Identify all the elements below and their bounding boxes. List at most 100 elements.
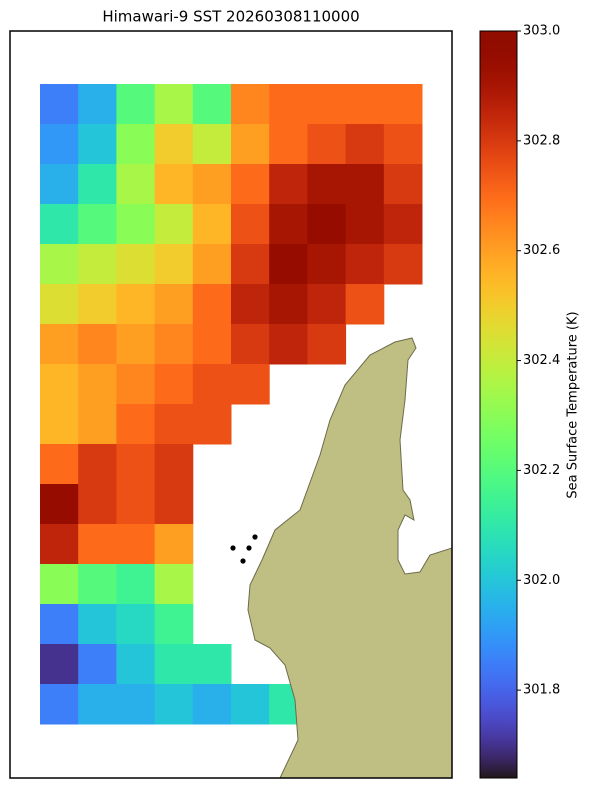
cell bbox=[192, 84, 232, 125]
station-dot bbox=[252, 534, 258, 540]
cell bbox=[40, 324, 79, 365]
cell bbox=[345, 204, 385, 245]
cell bbox=[40, 164, 79, 205]
cell bbox=[383, 244, 423, 285]
colorbar bbox=[479, 30, 518, 779]
cell bbox=[116, 404, 156, 445]
cell bbox=[231, 164, 270, 205]
cell bbox=[154, 324, 194, 365]
cell bbox=[231, 204, 270, 245]
cell bbox=[192, 244, 232, 285]
cell bbox=[116, 244, 156, 285]
cell bbox=[307, 124, 347, 165]
cell bbox=[40, 244, 79, 285]
cell bbox=[231, 324, 270, 365]
cell bbox=[78, 564, 117, 605]
map-frame bbox=[9, 30, 453, 779]
cell bbox=[40, 444, 79, 485]
cell bbox=[78, 324, 117, 365]
cell bbox=[78, 284, 117, 325]
cell bbox=[231, 364, 270, 405]
cell bbox=[116, 604, 156, 645]
cell bbox=[192, 644, 232, 685]
cell bbox=[192, 684, 232, 725]
colorbar-tick-label: 302.4 bbox=[523, 353, 560, 368]
colorbar-tick-label: 301.8 bbox=[523, 683, 560, 698]
cell bbox=[269, 324, 308, 365]
cell bbox=[116, 284, 156, 325]
cell bbox=[192, 404, 232, 445]
cell bbox=[231, 124, 270, 165]
cell bbox=[78, 164, 117, 205]
cell bbox=[40, 364, 79, 405]
cell bbox=[116, 324, 156, 365]
station-dot bbox=[230, 545, 236, 551]
cell bbox=[78, 84, 117, 125]
cell bbox=[40, 204, 79, 245]
cell bbox=[154, 644, 194, 685]
cell bbox=[78, 484, 117, 525]
cell bbox=[383, 204, 423, 245]
cell bbox=[116, 684, 156, 725]
land bbox=[247, 337, 453, 779]
cell bbox=[154, 84, 194, 125]
cell bbox=[154, 604, 194, 645]
cell bbox=[345, 124, 385, 165]
cell bbox=[307, 324, 347, 365]
colorbar-tick-label: 302.8 bbox=[523, 133, 560, 148]
cell bbox=[269, 124, 308, 165]
cell bbox=[40, 84, 79, 125]
cell bbox=[40, 684, 79, 725]
cell bbox=[345, 284, 385, 325]
cell bbox=[383, 84, 423, 125]
colorbar-tick-label: 302.6 bbox=[523, 243, 560, 258]
cell bbox=[269, 164, 308, 205]
cell bbox=[116, 444, 156, 485]
station-dot bbox=[240, 558, 246, 564]
cell bbox=[192, 164, 232, 205]
cell bbox=[78, 244, 117, 285]
cell bbox=[154, 244, 194, 285]
cell bbox=[154, 164, 194, 205]
station-dot bbox=[246, 545, 252, 551]
cell bbox=[345, 164, 385, 205]
colorbar-tick-label: 302.2 bbox=[523, 463, 560, 478]
cell bbox=[78, 524, 117, 565]
cell bbox=[116, 84, 156, 125]
cell bbox=[116, 644, 156, 685]
cell bbox=[269, 244, 308, 285]
cell bbox=[116, 204, 156, 245]
cell bbox=[154, 444, 194, 485]
cell bbox=[383, 164, 423, 205]
cell bbox=[307, 84, 347, 125]
cell bbox=[192, 204, 232, 245]
cell bbox=[40, 644, 79, 685]
cell bbox=[154, 404, 194, 445]
cell bbox=[116, 164, 156, 205]
cell bbox=[269, 204, 308, 245]
cell bbox=[154, 564, 194, 605]
chart-title: Himawari-9 SST 20260308110000 bbox=[102, 8, 359, 26]
sst-field bbox=[40, 84, 423, 725]
cell bbox=[154, 124, 194, 165]
cell bbox=[192, 324, 232, 365]
cell bbox=[78, 364, 117, 405]
cell bbox=[231, 284, 270, 325]
cell bbox=[116, 364, 156, 405]
cell bbox=[40, 484, 79, 525]
cell bbox=[192, 284, 232, 325]
cell bbox=[116, 124, 156, 165]
cell bbox=[40, 284, 79, 325]
cell bbox=[154, 524, 194, 565]
colorbar-tick-label: 302.0 bbox=[523, 573, 560, 588]
colorbar-tick-label: 303.0 bbox=[523, 24, 560, 39]
cell bbox=[40, 124, 79, 165]
stations bbox=[230, 534, 258, 564]
cell bbox=[154, 204, 194, 245]
cell bbox=[116, 524, 156, 565]
cell bbox=[269, 284, 308, 325]
cell bbox=[192, 364, 232, 405]
cell bbox=[78, 684, 117, 725]
cell bbox=[154, 284, 194, 325]
